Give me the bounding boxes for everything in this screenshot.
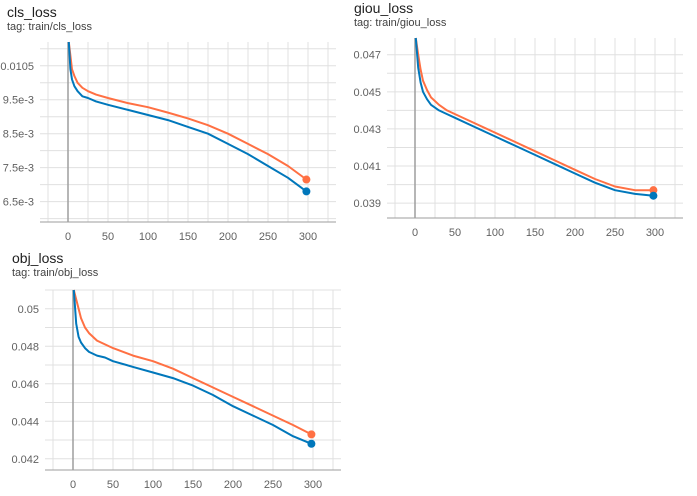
series-line-blue	[414, 37, 654, 197]
x-tick-label: 300	[299, 231, 317, 243]
chart-title: obj_loss	[12, 250, 64, 266]
y-tick-label: 6.5e-3	[3, 197, 34, 209]
x-tick-label: 100	[144, 479, 162, 491]
x-tick-label: 50	[102, 231, 114, 243]
series-end-point-orange	[302, 175, 311, 184]
series-end-point-blue	[302, 187, 311, 196]
x-tick-label: 100	[139, 231, 157, 243]
chart-title: giou_loss	[354, 0, 414, 16]
series-end-point-orange	[649, 186, 658, 195]
y-tick-label: 0.041	[353, 161, 381, 173]
x-tick-label: 150	[179, 231, 197, 243]
y-tick-label: 0.043	[353, 124, 381, 136]
y-tick-label: 7.5e-3	[3, 163, 34, 175]
y-tick-label: 0.05	[18, 304, 39, 316]
series-end-point-blue	[307, 439, 316, 448]
chart-tag: tag: train/giou_loss	[354, 17, 447, 29]
series-line-orange	[414, 37, 654, 192]
x-tick-label: 250	[259, 231, 277, 243]
series-line-blue	[72, 289, 312, 445]
x-tick-label: 150	[526, 227, 544, 239]
y-tick-label: 0.042	[11, 454, 39, 466]
y-tick-label: 0.039	[353, 198, 381, 210]
x-tick-label: 250	[606, 227, 624, 239]
series-line-blue	[67, 41, 307, 193]
chart-card-cls-loss: cls_loss tag: train/cls_loss 6.5e-3 7.5e-…	[0, 4, 342, 244]
x-tick-label: 200	[566, 227, 584, 239]
y-tick-label: 0.048	[11, 341, 39, 353]
x-tick-label: 0	[65, 231, 71, 243]
series-line-orange	[67, 41, 307, 181]
chart-title: cls_loss	[7, 4, 57, 20]
x-tick-label: 200	[224, 479, 242, 491]
chart-plot[interactable]: 6.5e-3 7.5e-3 8.5e-3 9.5e-3 0.0105 0 50 100 150 2…	[0, 4, 342, 244]
y-tick-label: 0.044	[11, 416, 39, 428]
x-tick-label: 250	[264, 479, 282, 491]
x-tick-label: 50	[107, 479, 119, 491]
y-tick-label: 0.0105	[0, 61, 34, 73]
chart-plot[interactable]: 0.039 0.041 0.043 0.045 0.047 0 50 100 150 200 250…	[353, 0, 689, 242]
y-tick-label: 0.045	[353, 87, 381, 99]
x-tick-label: 150	[184, 479, 202, 491]
series-line-orange	[72, 289, 312, 436]
series-end-point-orange	[307, 430, 316, 439]
x-tick-label: 100	[486, 227, 504, 239]
chart-card-giou-loss: giou_loss tag: train/giou_loss 0.039 0.04…	[353, 0, 689, 242]
x-tick-label: 0	[70, 479, 76, 491]
x-tick-label: 50	[449, 227, 461, 239]
series-end-point-blue	[649, 191, 658, 200]
x-tick-label: 300	[646, 227, 664, 239]
y-tick-label: 9.5e-3	[3, 95, 34, 107]
chart-tag: tag: train/obj_loss	[12, 267, 99, 279]
y-tick-label: 8.5e-3	[3, 129, 34, 141]
y-tick-label: 0.047	[353, 50, 381, 62]
chart-card-obj-loss: obj_loss tag: train/obj_loss 0.042 0.044 0…	[11, 250, 347, 494]
y-tick-label: 0.046	[11, 379, 39, 391]
x-tick-label: 200	[219, 231, 237, 243]
chart-tag: tag: train/cls_loss	[7, 21, 92, 33]
x-tick-label: 0	[412, 227, 418, 239]
x-tick-label: 300	[304, 479, 322, 491]
chart-plot[interactable]: 0.042 0.044 0.046 0.048 0.05 0 50 100 150 200 250 3…	[11, 250, 347, 494]
